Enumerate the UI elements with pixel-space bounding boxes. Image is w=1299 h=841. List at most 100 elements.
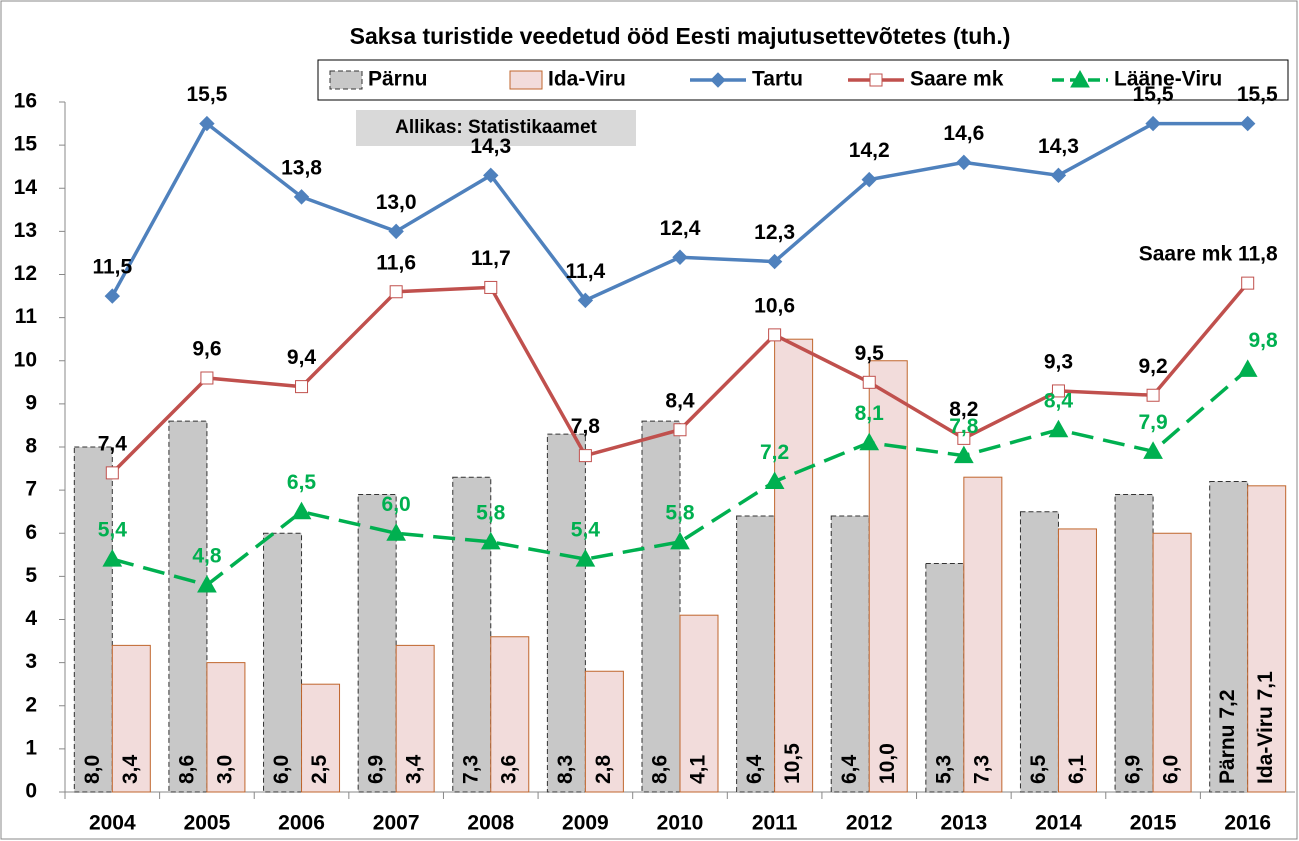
- marker: [1143, 441, 1163, 459]
- value-label: 3,4: [403, 754, 426, 784]
- value-label: 12,4: [660, 217, 701, 240]
- value-label: 6,5: [1027, 754, 1050, 784]
- y-tick-label: 2: [25, 693, 37, 716]
- value-label: 14,2: [849, 139, 890, 162]
- marker: [291, 501, 312, 520]
- y-tick-label: 9: [25, 391, 37, 414]
- marker: [766, 253, 783, 270]
- bar: [963, 476, 1003, 793]
- legend-label: Saare mk: [910, 68, 1004, 91]
- value-label: 2,8: [592, 754, 615, 784]
- bar: [357, 493, 397, 793]
- value-label: 14,3: [470, 135, 511, 158]
- line-series: 11,5 15,5 13,8 13,0 14,3 11,4 12,4 12,3 14,2 14,6…: [92, 83, 1278, 309]
- marker: [1051, 384, 1065, 398]
- value-label: 14,6: [943, 122, 984, 145]
- value-label: 11,6: [376, 251, 416, 274]
- x-tick-label: 2016: [1224, 812, 1271, 835]
- value-label: 7,4: [98, 432, 128, 455]
- value-label: 3,6: [497, 755, 520, 784]
- marker: [484, 280, 498, 294]
- bar: [641, 420, 681, 793]
- marker: [1241, 276, 1255, 290]
- marker: [957, 431, 971, 445]
- value-label: 6,0: [1160, 755, 1183, 784]
- y-tick-label: 12: [14, 262, 37, 285]
- x-tick-label: 2013: [940, 812, 987, 835]
- marker: [386, 523, 407, 541]
- value-label: 3,4: [119, 754, 142, 784]
- marker: [768, 328, 782, 342]
- bar: [584, 670, 624, 793]
- bar: [1152, 532, 1192, 793]
- line-series: 7,4 9,6 9,4 11,6 11,7 7,8 8,4 10,6 9,5 8,2 9,3 9,2 S…: [98, 243, 1278, 480]
- y-tick-label: 11: [15, 305, 38, 328]
- value-label: 3,0: [213, 755, 236, 784]
- x-tick-label: 2010: [657, 812, 704, 835]
- marker: [388, 223, 404, 240]
- marker: [953, 445, 974, 464]
- marker: [105, 466, 119, 480]
- legend-swatch: [329, 70, 363, 90]
- y-tick-label: 5: [25, 564, 37, 587]
- marker: [577, 292, 594, 309]
- value-label: 13,0: [376, 191, 417, 214]
- x-tick-label: 2006: [278, 812, 325, 835]
- marker: [578, 449, 592, 463]
- value-label: 4,8: [192, 545, 222, 568]
- bar: [1057, 528, 1097, 793]
- marker: [104, 288, 121, 304]
- bar: [490, 636, 530, 793]
- y-tick-label: 7: [25, 478, 37, 501]
- y-tick-label: 6: [25, 521, 37, 544]
- value-label: 9,3: [1044, 350, 1073, 373]
- marker: [764, 471, 785, 489]
- legend-label: Lääne-Viru: [1114, 68, 1222, 91]
- value-label: 7,8: [949, 415, 979, 438]
- marker: [1048, 419, 1069, 438]
- value-label: 9,5: [855, 342, 885, 365]
- value-label: 8,2: [949, 398, 978, 421]
- value-label: 14,3: [1038, 135, 1079, 158]
- bar: [301, 683, 341, 793]
- value-label: 10,6: [754, 294, 795, 317]
- y-tick-label: 10: [14, 348, 37, 371]
- y-tick-label: 16: [14, 90, 37, 113]
- bar: [1209, 481, 1249, 793]
- marker: [480, 531, 501, 550]
- bar: [736, 515, 776, 793]
- marker: [197, 574, 217, 593]
- value-label: 7,2: [760, 441, 789, 464]
- x-tick-label: 2015: [1130, 812, 1177, 835]
- y-tick-label: 15: [14, 133, 38, 156]
- marker: [956, 154, 972, 171]
- value-label: 4,1: [687, 754, 710, 784]
- value-label: 11,7: [471, 247, 511, 270]
- value-label: 7,3: [459, 755, 482, 784]
- legend-label: Ida-Viru: [548, 68, 626, 91]
- value-label: 6,0: [382, 493, 411, 516]
- bar: [168, 420, 208, 793]
- x-tick-label: 2012: [846, 812, 893, 835]
- value-label: 6,4: [743, 754, 766, 784]
- value-label: 13,8: [281, 156, 322, 179]
- value-label: 11,5: [92, 256, 132, 279]
- y-tick-label: 3: [25, 650, 37, 673]
- y-tick-label: 1: [25, 736, 37, 759]
- bar: [1114, 493, 1154, 793]
- x-tick-label: 2005: [184, 812, 231, 835]
- value-label: 15,5: [1237, 83, 1278, 106]
- value-label: Ida-Viru 7,1: [1254, 671, 1277, 784]
- value-label: 6,5: [287, 471, 317, 494]
- value-label: Saare mk 11,8: [1139, 243, 1278, 266]
- bar: [830, 515, 870, 793]
- marker: [1237, 359, 1258, 377]
- marker: [199, 115, 215, 132]
- marker: [673, 423, 687, 437]
- marker: [1145, 115, 1161, 132]
- value-label: 9,2: [1138, 355, 1167, 378]
- marker: [389, 285, 403, 299]
- marker: [1070, 69, 1090, 88]
- legend-swatch: [509, 70, 543, 90]
